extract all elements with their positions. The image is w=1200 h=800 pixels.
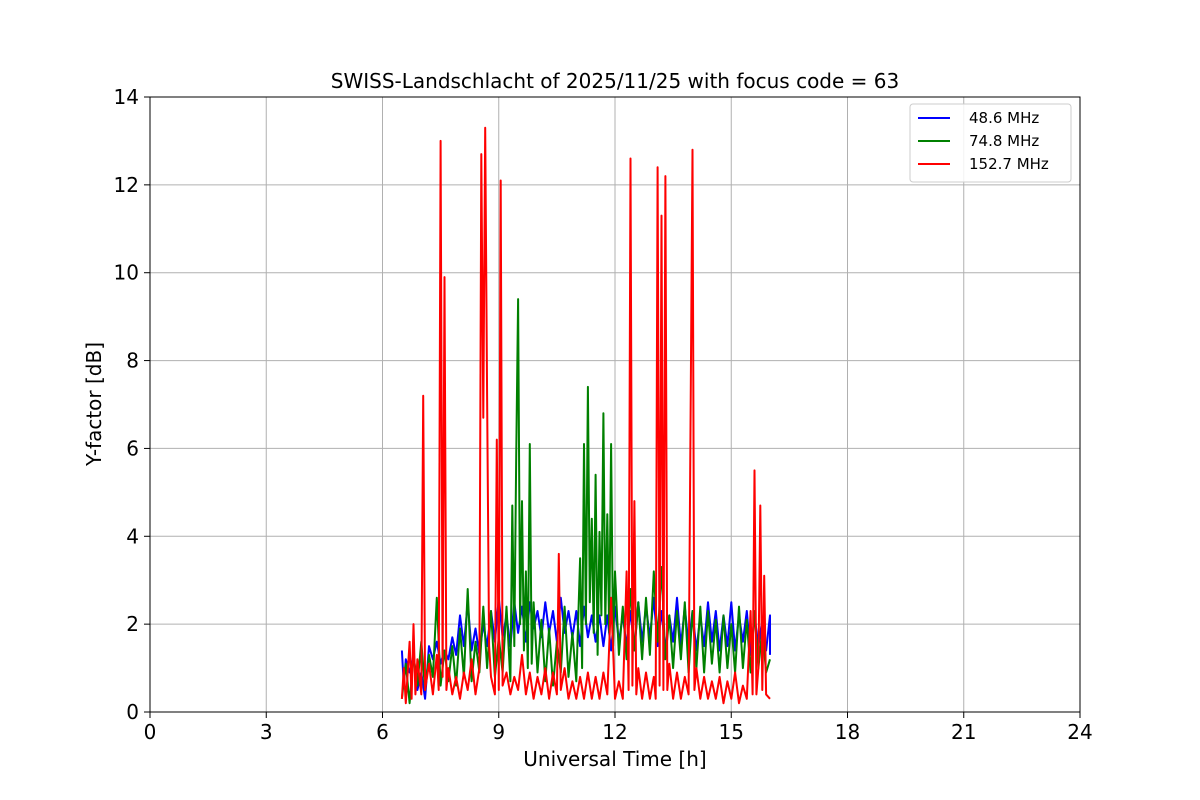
series-line-2 <box>400 126 771 705</box>
y-tick-label: 6 <box>126 436 139 460</box>
legend-box <box>909 103 1072 183</box>
x-tick-label: 9 <box>492 720 505 744</box>
x-tick-label: 3 <box>260 720 273 744</box>
x-tick-label: 6 <box>376 720 389 744</box>
legend-label-1: 74.8 MHz <box>969 132 1039 150</box>
x-tick-label: 15 <box>719 720 744 744</box>
y-tick-label: 0 <box>126 700 139 724</box>
y-axis-label: Y-factor [dB] <box>82 342 106 467</box>
y-tick-label: 4 <box>126 524 139 548</box>
x-tick-label: 12 <box>602 720 627 744</box>
y-tick-label: 2 <box>126 612 139 636</box>
plot-frame <box>149 96 1081 713</box>
legend: 48.6 MHz 74.8 MHz 152.7 MHz <box>909 103 1072 183</box>
x-tick-label: 24 <box>1067 720 1092 744</box>
y-tick-label: 10 <box>114 261 139 285</box>
x-axis-label: Universal Time [h] <box>523 747 706 771</box>
series-group <box>400 126 771 705</box>
y-tick-label: 12 <box>114 173 139 197</box>
x-tick-label: 18 <box>835 720 860 744</box>
legend-label-0: 48.6 MHz <box>969 109 1039 127</box>
x-tick-label: 0 <box>144 720 157 744</box>
x-tick-label: 21 <box>951 720 976 744</box>
legend-label-2: 152.7 MHz <box>969 155 1049 173</box>
chart-title: SWISS-Landschlacht of 2025/11/25 with fo… <box>331 69 899 93</box>
y-tick-label: 8 <box>126 349 139 373</box>
y-tick-label: 14 <box>114 85 139 109</box>
